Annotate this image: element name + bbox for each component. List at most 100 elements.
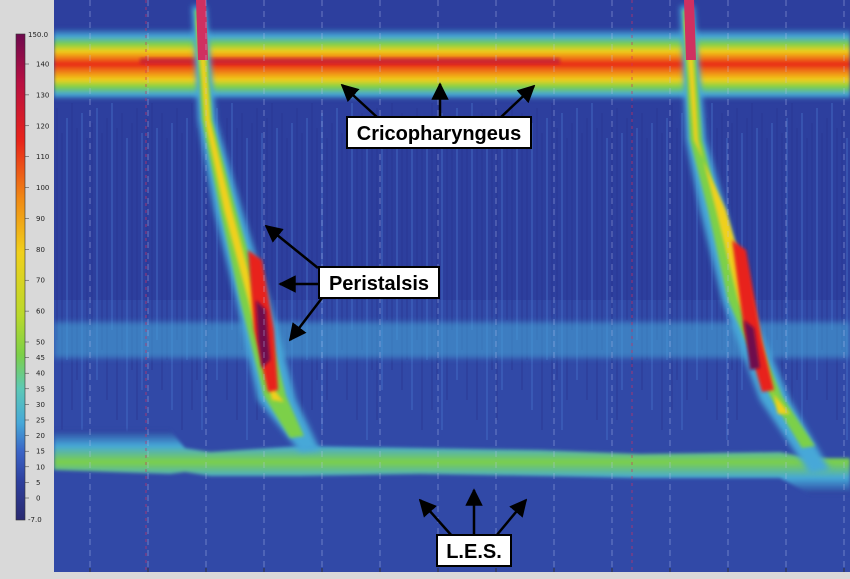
color-scale-tick-label: 130 <box>36 91 49 99</box>
streak <box>206 138 208 400</box>
les-callout: L.E.S. <box>418 488 528 567</box>
streak <box>361 113 363 350</box>
peristalsis-callout: Peristalsis <box>264 224 440 342</box>
color-scale-tick-label: 70 <box>36 277 45 285</box>
streak <box>821 133 823 350</box>
streak <box>306 118 308 360</box>
streak <box>811 123 813 330</box>
streak <box>71 103 73 410</box>
streak <box>141 133 143 390</box>
streak <box>461 133 463 350</box>
cricopharyngeus-core <box>140 58 560 64</box>
streak <box>446 138 448 400</box>
streak <box>156 128 158 340</box>
streak <box>391 103 393 370</box>
streak <box>641 113 643 390</box>
streak <box>451 123 453 330</box>
streak <box>96 108 98 380</box>
streak <box>621 133 623 390</box>
streak <box>556 128 558 380</box>
streak <box>216 108 218 380</box>
streak <box>746 118 748 320</box>
streak <box>401 113 403 390</box>
streak <box>776 108 778 340</box>
color-scale-tick-label: 25 <box>36 417 45 425</box>
streak <box>551 103 553 410</box>
color-scale-max-label: 150.0 <box>28 31 48 39</box>
streak <box>316 128 318 380</box>
streak <box>146 118 148 320</box>
streak <box>381 133 383 390</box>
streak <box>636 128 638 340</box>
streak <box>836 128 838 420</box>
streak <box>831 103 833 330</box>
color-scale-tick-label: 110 <box>36 153 49 161</box>
streak <box>506 118 508 320</box>
color-scale-tick-label: 90 <box>36 215 45 223</box>
streak <box>386 118 388 320</box>
streak <box>791 103 793 410</box>
streak <box>331 123 333 330</box>
streak <box>586 118 588 400</box>
streak <box>111 103 113 330</box>
streak <box>336 108 338 380</box>
streak <box>666 118 668 360</box>
les-label: L.E.S. <box>446 541 502 563</box>
color-scale-tick-label: 60 <box>36 308 45 316</box>
streak <box>196 128 198 380</box>
les-label-box <box>436 534 512 567</box>
streak <box>566 138 568 400</box>
streak <box>486 138 488 440</box>
streak <box>846 138 848 440</box>
streak <box>681 113 683 430</box>
streak <box>266 118 268 320</box>
streak <box>771 123 773 410</box>
les-arrow-3 <box>495 498 528 537</box>
streak <box>456 108 458 380</box>
streak <box>631 103 633 370</box>
streak <box>801 113 803 430</box>
streak <box>701 133 703 350</box>
streak <box>751 103 753 370</box>
streak <box>541 133 543 430</box>
streak <box>646 138 648 360</box>
streak <box>61 133 63 430</box>
streak <box>101 133 103 350</box>
streak <box>91 123 93 330</box>
color-scale-tick-label: 15 <box>36 448 45 456</box>
streak <box>591 103 593 330</box>
streak <box>371 123 373 370</box>
streak <box>341 133 343 350</box>
streak <box>656 108 658 340</box>
streak <box>311 103 313 410</box>
peristalsis-wave-1 <box>192 0 320 452</box>
streak <box>441 113 443 430</box>
streak <box>671 103 673 410</box>
color-scale-tick-label: 80 <box>36 246 45 254</box>
peristalsis-label-box <box>318 266 440 299</box>
streak <box>521 113 523 390</box>
streak <box>431 103 433 410</box>
streak <box>406 138 408 360</box>
color-scale: 0 5 10 15 20 25 30 35 40 45 50 60 70 80 90 100 110 120 130… <box>15 31 49 524</box>
cricopharyngeus-arrow-1 <box>340 83 379 119</box>
streak <box>86 138 88 400</box>
streak <box>816 108 818 380</box>
streak <box>166 138 168 360</box>
streak <box>136 108 138 420</box>
streak <box>756 128 758 340</box>
streak <box>396 128 398 340</box>
streak <box>676 128 678 380</box>
streak <box>81 113 83 430</box>
streak <box>606 138 608 440</box>
streak <box>536 108 538 340</box>
time-axis-ticks <box>89 568 845 572</box>
streak <box>626 118 628 320</box>
streak <box>466 118 468 400</box>
color-scale-tick-label: 120 <box>36 122 49 130</box>
streak <box>171 123 173 410</box>
streak <box>476 128 478 420</box>
streak <box>511 103 513 370</box>
streak <box>186 118 188 360</box>
streak <box>76 128 78 380</box>
